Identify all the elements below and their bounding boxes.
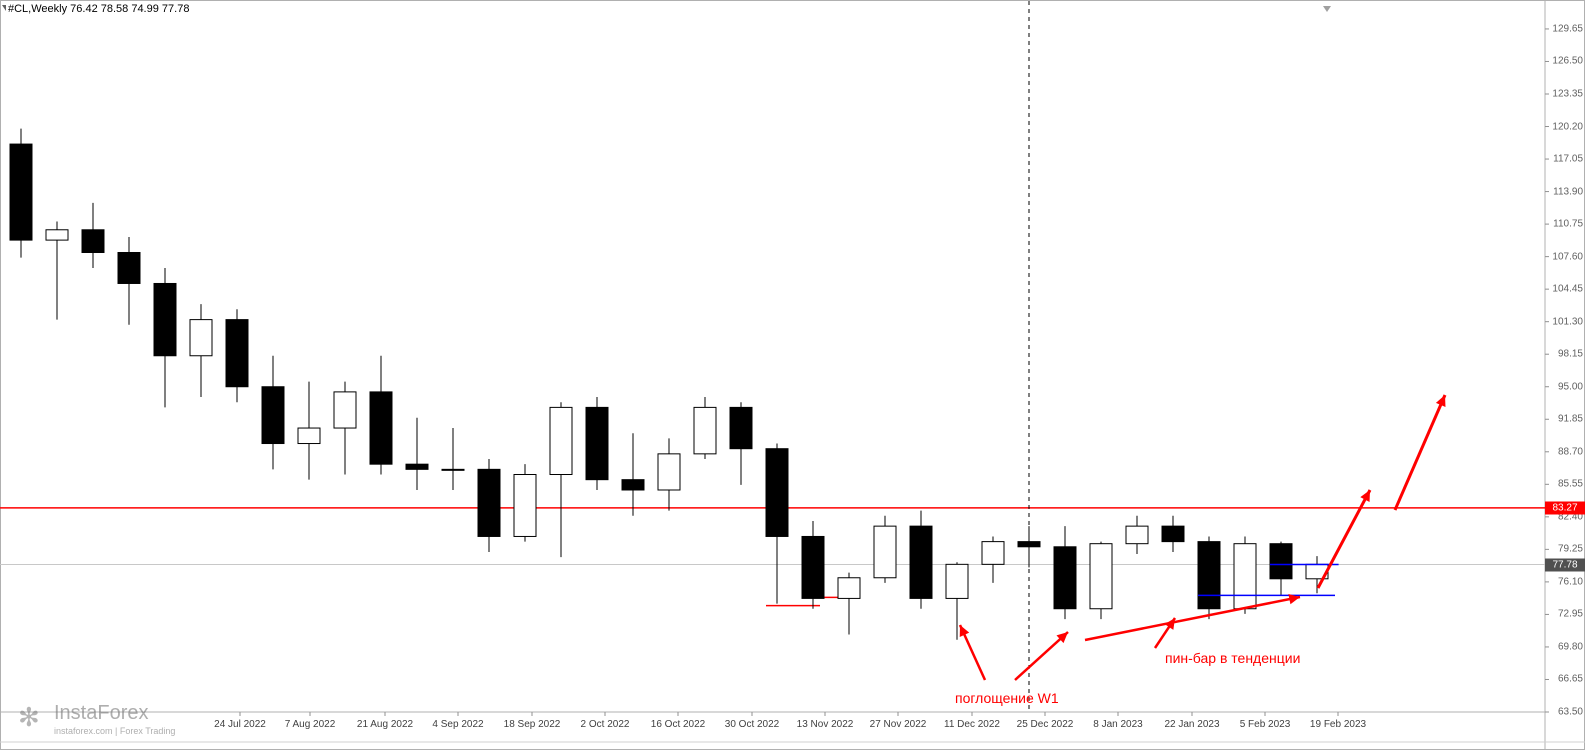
y-axis-tick-label: 123.35	[1547, 88, 1583, 99]
y-axis-tick-label: 76.10	[1547, 576, 1583, 587]
x-axis-tick-label: 13 Nov 2022	[797, 719, 854, 730]
y-axis-tick-label: 98.15	[1547, 349, 1583, 360]
x-axis-tick-label: 27 Nov 2022	[870, 719, 927, 730]
x-axis-tick-label: 24 Jul 2022	[214, 719, 266, 730]
y-axis-tick-label: 91.85	[1547, 414, 1583, 425]
x-axis-tick-label: 7 Aug 2022	[285, 719, 336, 730]
y-axis-tick-label: 110.75	[1547, 219, 1583, 230]
y-axis-tick-label: 129.65	[1547, 23, 1583, 34]
price-badge: 83.27	[1545, 501, 1585, 514]
y-axis-tick-label: 120.20	[1547, 121, 1583, 132]
chart-annotation: пин-бар в тенденции	[1165, 650, 1300, 666]
y-axis-tick-label: 79.25	[1547, 544, 1583, 555]
watermark-subtext: instaforex.com | Forex Trading	[54, 726, 175, 736]
y-axis-tick-label: 107.60	[1547, 251, 1583, 262]
price-badge: 77.78	[1545, 558, 1585, 571]
y-axis-tick-label: 104.45	[1547, 284, 1583, 295]
y-axis-tick-label: 113.90	[1547, 186, 1583, 197]
x-axis-tick-label: 18 Sep 2022	[504, 719, 561, 730]
chart-svg	[0, 0, 1585, 750]
y-axis-tick-label: 88.70	[1547, 446, 1583, 457]
y-axis-tick-label: 63.50	[1547, 707, 1583, 718]
watermark-text: InstaForex	[54, 702, 148, 725]
chart-title: #CL,Weekly 76.42 78.58 74.99 77.78	[6, 2, 191, 16]
x-axis-tick-label: 8 Jan 2023	[1093, 719, 1143, 730]
x-axis-tick-label: 21 Aug 2022	[357, 719, 413, 730]
y-axis-tick-label: 72.95	[1547, 609, 1583, 620]
y-axis-tick-label: 117.05	[1547, 154, 1583, 165]
x-axis-tick-label: 11 Dec 2022	[944, 719, 1000, 730]
x-axis-tick-label: 2 Oct 2022	[581, 719, 630, 730]
y-axis-tick-label: 126.50	[1547, 56, 1583, 67]
y-axis-tick-label: 69.80	[1547, 641, 1583, 652]
x-axis-tick-label: 25 Dec 2022	[1017, 719, 1074, 730]
x-axis-tick-label: 5 Feb 2023	[1240, 719, 1291, 730]
chart-container: #CL,Weekly 76.42 78.58 74.99 77.78 ✻ Ins…	[0, 0, 1585, 750]
y-axis-tick-label: 101.30	[1547, 316, 1583, 327]
y-axis-tick-label: 95.00	[1547, 381, 1583, 392]
x-axis-tick-label: 4 Sep 2022	[432, 719, 483, 730]
x-axis-tick-label: 19 Feb 2023	[1310, 719, 1366, 730]
watermark-gear-icon: ✻	[18, 702, 40, 733]
chart-annotation: поглощение W1	[955, 690, 1059, 706]
x-axis-tick-label: 30 Oct 2022	[725, 719, 779, 730]
x-axis-tick-label: 16 Oct 2022	[651, 719, 705, 730]
y-axis-tick-label: 66.65	[1547, 674, 1583, 685]
marker-triangle	[1323, 6, 1331, 12]
y-axis-tick-label: 85.55	[1547, 479, 1583, 490]
x-axis-tick-label: 22 Jan 2023	[1164, 719, 1219, 730]
